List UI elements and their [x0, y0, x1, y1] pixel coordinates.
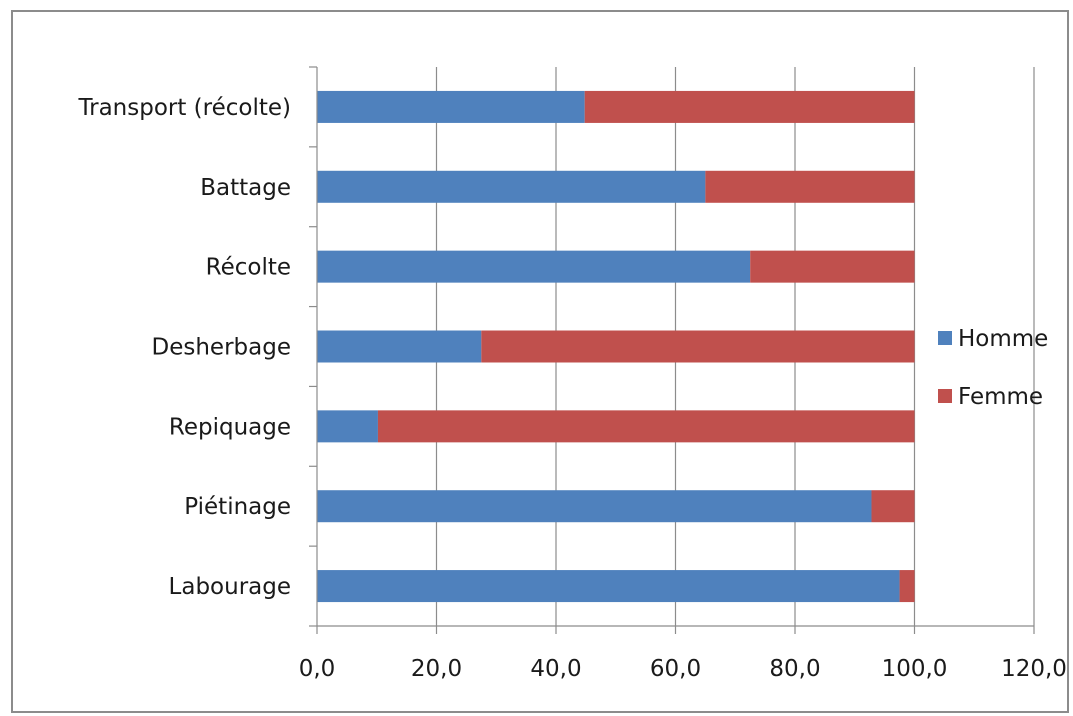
x-tick-label: 60,0: [650, 656, 701, 682]
x-tick-label: 20,0: [411, 656, 462, 682]
category-label: Repiquage: [169, 414, 291, 440]
category-label: Piétinage: [184, 494, 291, 520]
bar-femme: [377, 410, 915, 443]
legend: Homme Femme: [938, 326, 1048, 410]
x-tick-label: 120,0: [1001, 656, 1067, 682]
bars: [317, 90, 915, 603]
legend-label: Femme: [958, 384, 1043, 410]
axes: [309, 66, 1035, 634]
category-label: Labourage: [169, 574, 291, 600]
bar-homme: [317, 570, 900, 603]
legend-swatch: [938, 389, 952, 403]
x-tick-label: 100,0: [882, 656, 948, 682]
bar-femme: [705, 170, 915, 203]
bar-femme: [750, 250, 915, 283]
bar-homme: [317, 330, 482, 363]
bar-femme: [481, 330, 915, 363]
bar-homme: [317, 250, 751, 283]
x-tick-label: 0,0: [299, 656, 336, 682]
category-label: Battage: [200, 175, 291, 201]
bar-femme: [899, 570, 915, 603]
legend-swatch: [938, 331, 952, 345]
x-tick-labels: 0,0 20,0 40,0 60,0 80,0 100,0 120,0: [299, 656, 1067, 682]
bar-homme: [317, 410, 378, 443]
x-tick-label: 40,0: [530, 656, 581, 682]
bar-femme: [871, 490, 915, 523]
category-label: Transport (récolte): [77, 95, 291, 121]
legend-label: Homme: [958, 326, 1048, 352]
bar-homme: [317, 90, 585, 123]
category-label: Récolte: [206, 255, 291, 281]
bar-femme: [584, 90, 915, 123]
bar-homme: [317, 170, 706, 203]
x-tick-label: 80,0: [769, 656, 820, 682]
category-label: Desherbage: [152, 335, 291, 361]
category-labels: Labourage Piétinage Repiquage Desherbage Réc…: [77, 95, 291, 600]
bar-homme: [317, 490, 872, 523]
